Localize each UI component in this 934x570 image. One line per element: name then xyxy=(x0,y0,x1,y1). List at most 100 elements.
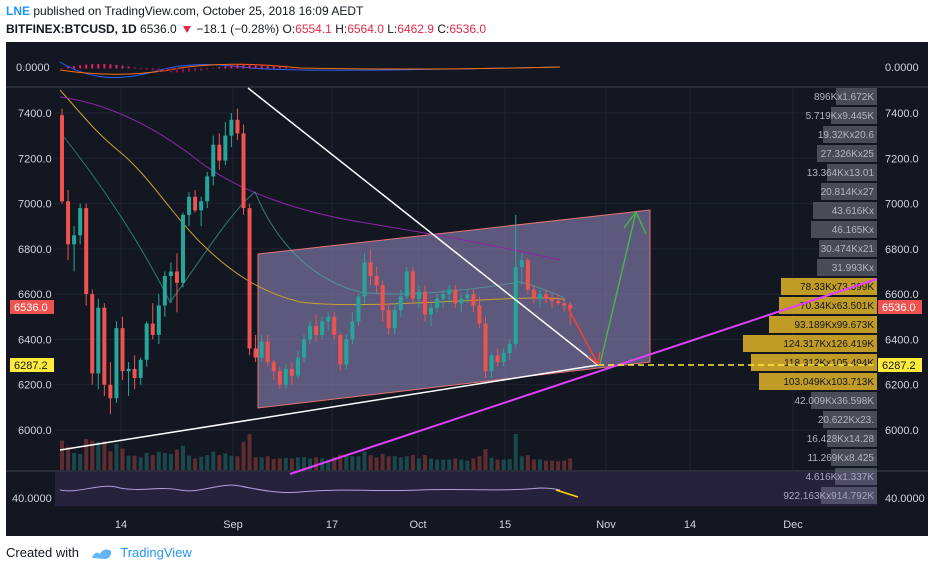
y-tick-label: 7200.0 xyxy=(18,153,52,165)
candle[interactable] xyxy=(550,298,555,301)
candle[interactable] xyxy=(247,208,252,349)
low-value: 6462.9 xyxy=(397,22,434,36)
candle[interactable] xyxy=(531,289,536,299)
candle[interactable] xyxy=(150,323,155,335)
candle[interactable] xyxy=(120,328,125,372)
candle[interactable] xyxy=(320,321,325,335)
candle[interactable] xyxy=(181,214,185,283)
candle[interactable] xyxy=(362,262,367,297)
price-chart[interactable]: 896Kx1.672K 5.719Kx9.445K 19.32Kx20.6 27.32… xyxy=(0,42,934,536)
candle[interactable] xyxy=(423,291,427,315)
candle[interactable] xyxy=(259,341,264,358)
author-name[interactable]: LNE xyxy=(6,4,30,18)
candle[interactable] xyxy=(265,341,270,363)
macd-bar xyxy=(97,64,100,69)
candle[interactable] xyxy=(477,305,482,324)
candle[interactable] xyxy=(556,300,561,304)
candle[interactable] xyxy=(235,119,240,134)
candle[interactable] xyxy=(205,176,210,202)
candle[interactable] xyxy=(501,353,506,363)
candle[interactable] xyxy=(271,362,276,372)
candle[interactable] xyxy=(229,119,234,136)
y-tick-label: 7400.0 xyxy=(18,108,52,120)
candle[interactable] xyxy=(314,325,319,335)
candle[interactable] xyxy=(483,323,488,372)
right-price-axis[interactable] xyxy=(877,42,928,514)
candle[interactable] xyxy=(253,348,258,358)
current-price-right: 6536.0 xyxy=(882,302,916,314)
candle[interactable] xyxy=(90,294,95,374)
candle[interactable] xyxy=(429,307,434,315)
candle[interactable] xyxy=(568,304,573,309)
candle[interactable] xyxy=(72,235,77,245)
candle[interactable] xyxy=(489,355,494,372)
candle[interactable] xyxy=(332,316,337,335)
candle[interactable] xyxy=(544,294,548,299)
candle[interactable] xyxy=(302,339,306,358)
candle[interactable] xyxy=(435,298,440,308)
candle[interactable] xyxy=(447,289,452,295)
candle[interactable] xyxy=(132,368,137,378)
candle[interactable] xyxy=(410,271,415,299)
candle[interactable] xyxy=(84,208,89,295)
candle[interactable] xyxy=(519,260,524,267)
candle[interactable] xyxy=(513,266,518,344)
candle[interactable] xyxy=(66,201,71,245)
candle[interactable] xyxy=(404,271,409,297)
candle[interactable] xyxy=(144,323,149,360)
candle[interactable] xyxy=(78,208,83,236)
time-axis[interactable] xyxy=(6,514,928,536)
candle[interactable] xyxy=(174,271,179,283)
candle[interactable] xyxy=(283,368,288,385)
candle[interactable] xyxy=(459,298,464,304)
candle[interactable] xyxy=(60,115,64,202)
tradingview-link[interactable]: TradingView xyxy=(120,545,192,560)
candle[interactable] xyxy=(295,357,300,376)
candle[interactable] xyxy=(138,359,143,378)
candle[interactable] xyxy=(416,291,421,299)
candle[interactable] xyxy=(114,328,119,399)
candle[interactable] xyxy=(562,303,567,306)
candle[interactable] xyxy=(126,368,131,372)
candle[interactable] xyxy=(162,276,167,306)
candle[interactable] xyxy=(277,371,282,385)
candle[interactable] xyxy=(241,133,246,209)
candle[interactable] xyxy=(495,355,500,363)
candle[interactable] xyxy=(392,309,397,329)
down-arrow-icon xyxy=(183,26,192,33)
close-value: 6536.0 xyxy=(449,22,487,36)
candle[interactable] xyxy=(441,294,446,299)
candle[interactable] xyxy=(223,135,228,161)
candle[interactable] xyxy=(102,307,107,385)
candle[interactable] xyxy=(471,294,476,306)
candle[interactable] xyxy=(193,196,198,211)
down-projection-arrow xyxy=(567,307,599,365)
candle[interactable] xyxy=(217,144,222,161)
candle[interactable] xyxy=(380,285,385,310)
candle[interactable] xyxy=(507,343,512,354)
candle[interactable] xyxy=(525,260,530,290)
volume-bar xyxy=(537,459,542,470)
candle[interactable] xyxy=(211,144,216,177)
candle[interactable] xyxy=(537,294,542,299)
left-price-axis[interactable] xyxy=(6,42,55,514)
candle[interactable] xyxy=(368,262,373,277)
candle[interactable] xyxy=(350,321,355,340)
candle[interactable] xyxy=(187,196,192,215)
candle[interactable] xyxy=(465,294,470,299)
candle[interactable] xyxy=(289,368,294,376)
candle[interactable] xyxy=(356,296,361,322)
candle[interactable] xyxy=(168,271,173,277)
candle[interactable] xyxy=(374,276,379,286)
candle[interactable] xyxy=(199,201,204,211)
candle[interactable] xyxy=(453,289,458,304)
candle[interactable] xyxy=(156,305,161,335)
candle[interactable] xyxy=(108,384,113,399)
candle[interactable] xyxy=(398,296,403,310)
candle[interactable] xyxy=(386,309,391,329)
candle[interactable] xyxy=(344,339,349,365)
candle[interactable] xyxy=(338,334,343,365)
candle[interactable] xyxy=(96,307,101,374)
candle[interactable] xyxy=(308,325,313,340)
candle[interactable] xyxy=(326,316,331,322)
